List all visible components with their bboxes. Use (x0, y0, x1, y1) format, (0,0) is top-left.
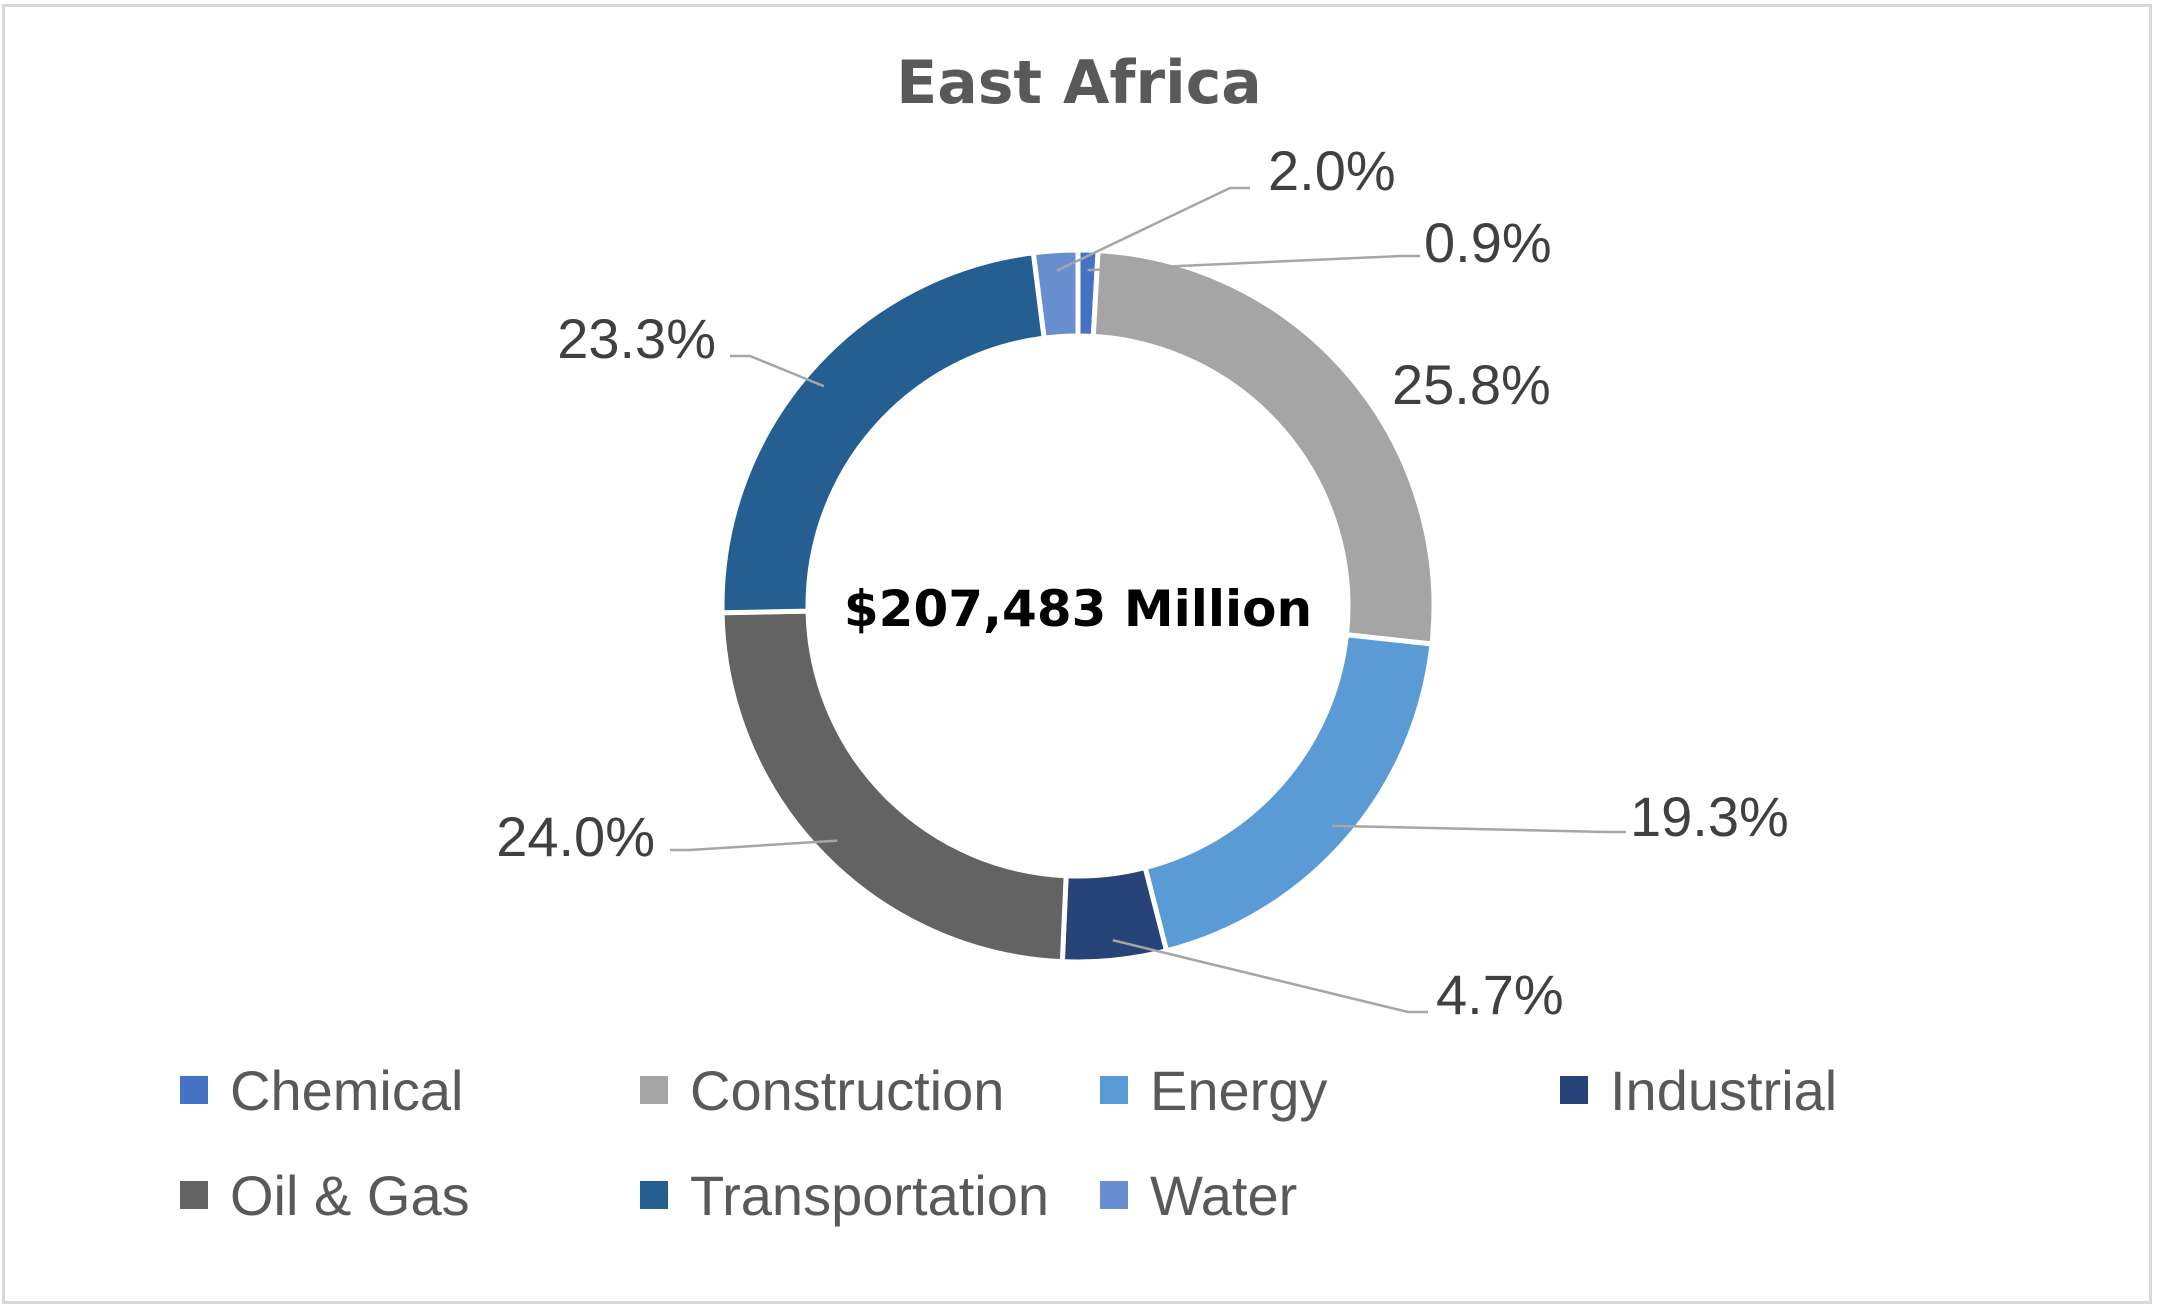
data-label: 19.3% (1630, 785, 1789, 848)
leader-line (730, 354, 825, 388)
chart-frame (2, 4, 2152, 1304)
center-total-label: $207,483 Million (844, 580, 1312, 638)
data-label: 2.0% (1268, 139, 1396, 202)
leader-line (1087, 254, 1420, 272)
slice-energy (1142, 632, 1435, 954)
slice-industrial (1059, 864, 1170, 965)
slice-construction (1090, 247, 1437, 647)
slice-oil-gas (719, 608, 1069, 965)
leader-line (1332, 824, 1626, 834)
data-label: 4.7% (1436, 963, 1564, 1026)
data-label: 25.8% (1392, 353, 1551, 416)
leader-line (1056, 186, 1250, 272)
leader-line (1112, 938, 1428, 1014)
chart-title: East Africa (896, 48, 1262, 118)
data-label: 24.0% (496, 805, 655, 868)
data-label: 23.3% (557, 307, 716, 370)
slice-transportation (719, 250, 1047, 616)
slice-water (1030, 247, 1081, 341)
leader-line (670, 839, 838, 852)
data-label: 0.9% (1424, 211, 1552, 274)
